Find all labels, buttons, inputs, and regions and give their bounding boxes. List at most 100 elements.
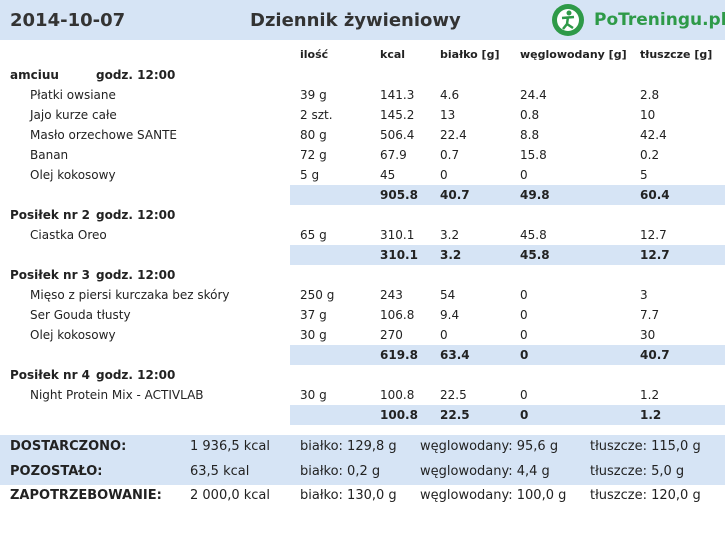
food-value: 42.4 bbox=[640, 128, 667, 142]
meal-name: Posiłek nr 4 bbox=[10, 368, 91, 382]
food-value: 39 g bbox=[300, 88, 327, 102]
food-value: 100.8 bbox=[380, 388, 415, 402]
food-name: Night Protein Mix - ACTIVLAB bbox=[30, 388, 204, 402]
food-name: Płatki owsiane bbox=[30, 88, 116, 102]
food-name: Banan bbox=[30, 148, 69, 162]
food-name: Mięso z piersi kurczaka bez skóry bbox=[30, 288, 230, 302]
summary-label: POZOSTAŁO: bbox=[10, 463, 103, 479]
food-value: 22.4 bbox=[440, 128, 467, 142]
meal-time: godz. 12:00 bbox=[96, 268, 176, 282]
meal-total: 905.8 bbox=[380, 188, 418, 202]
totals-band bbox=[290, 345, 725, 365]
meal-total: 1.2 bbox=[640, 408, 662, 422]
meal-time: godz. 12:00 bbox=[96, 368, 176, 382]
food-value: 270 bbox=[380, 328, 403, 342]
column-header: węglowodany [g] bbox=[520, 48, 627, 61]
column-header: tłuszcze [g] bbox=[640, 48, 713, 61]
meal-total: 310.1 bbox=[380, 248, 418, 262]
food-value: 9.4 bbox=[440, 308, 460, 322]
food-value: 45.8 bbox=[520, 228, 547, 242]
meal-total: 3.2 bbox=[440, 248, 462, 262]
meal-name: Posiłek nr 2 bbox=[10, 208, 91, 222]
logo-text: PoTreningu.pl bbox=[594, 10, 725, 30]
meal-total: 40.7 bbox=[440, 188, 470, 202]
food-value: 8.8 bbox=[520, 128, 540, 142]
meal-total: 63.4 bbox=[440, 348, 470, 362]
food-value: 54 bbox=[440, 288, 456, 302]
totals-band bbox=[290, 405, 725, 425]
food-name: Jajo kurze całe bbox=[30, 108, 117, 122]
summary-band bbox=[0, 435, 725, 485]
meal-total: 12.7 bbox=[640, 248, 670, 262]
meal-total: 40.7 bbox=[640, 348, 670, 362]
summary-value: białko: 129,8 g bbox=[300, 439, 397, 454]
column-header: ilość bbox=[300, 48, 329, 61]
food-value: 67.9 bbox=[380, 148, 407, 162]
food-value: 65 g bbox=[300, 228, 327, 242]
summary-label: DOSTARCZONO: bbox=[10, 439, 127, 454]
food-value: 0 bbox=[520, 328, 528, 342]
summary-value: tłuszcze: 5,0 g bbox=[590, 463, 685, 479]
food-value: 45 bbox=[380, 168, 396, 182]
food-value: 7.7 bbox=[640, 308, 660, 322]
food-value: 506.4 bbox=[380, 128, 415, 142]
food-value: 243 bbox=[380, 288, 403, 302]
food-value: 145.2 bbox=[380, 108, 415, 122]
food-value: 5 bbox=[640, 168, 648, 182]
food-value: 106.8 bbox=[380, 308, 415, 322]
food-value: 30 bbox=[640, 328, 656, 342]
food-value: 2 szt. bbox=[300, 108, 333, 122]
food-value: 30 g bbox=[300, 328, 327, 342]
meal-name: Posiłek nr 3 bbox=[10, 268, 91, 282]
food-value: 0 bbox=[520, 168, 528, 182]
food-value: 22.5 bbox=[440, 388, 467, 402]
food-value: 12.7 bbox=[640, 228, 667, 242]
summary-value: 2 000,0 kcal bbox=[190, 488, 271, 503]
food-value: 0 bbox=[520, 388, 528, 402]
meal-total: 100.8 bbox=[380, 408, 418, 422]
date: 2014-10-07 bbox=[10, 10, 126, 31]
meal-time: godz. 12:00 bbox=[96, 208, 176, 222]
meal-total: 0 bbox=[520, 408, 529, 422]
food-value: 10 bbox=[640, 108, 656, 122]
food-value: 4.6 bbox=[440, 88, 460, 102]
food-value: 0 bbox=[440, 328, 448, 342]
summary-value: węglowodany: 4,4 g bbox=[420, 463, 550, 479]
summary-value: 1 936,5 kcal bbox=[190, 439, 271, 454]
title: Dziennik żywieniowy bbox=[250, 10, 461, 31]
summary-value: węglowodany: 100,0 g bbox=[420, 488, 567, 503]
food-value: 0 bbox=[520, 288, 528, 302]
meal-total: 619.8 bbox=[380, 348, 418, 362]
food-value: 0 bbox=[440, 168, 448, 182]
food-name: Olej kokosowy bbox=[30, 328, 116, 342]
food-value: 2.8 bbox=[640, 88, 660, 102]
food-name: Masło orzechowe SANTE bbox=[30, 128, 177, 142]
meal-total: 49.8 bbox=[520, 188, 550, 202]
food-value: 80 g bbox=[300, 128, 327, 142]
header-band bbox=[0, 0, 725, 40]
food-value: 0.2 bbox=[640, 148, 660, 162]
food-value: 3.2 bbox=[440, 228, 460, 242]
summary-value: białko: 130,0 g bbox=[300, 488, 397, 503]
meal-total: 60.4 bbox=[640, 188, 670, 202]
food-value: 13 bbox=[440, 108, 456, 122]
totals-band bbox=[290, 185, 725, 205]
meal-total: 22.5 bbox=[440, 408, 470, 422]
meal-name: amciuu bbox=[10, 68, 59, 82]
food-value: 250 g bbox=[300, 288, 335, 302]
food-value: 15.8 bbox=[520, 148, 547, 162]
food-value: 37 g bbox=[300, 308, 327, 322]
food-value: 5 g bbox=[300, 168, 320, 182]
food-value: 0.7 bbox=[440, 148, 460, 162]
summary-value: 63,5 kcal bbox=[190, 463, 250, 479]
food-name: Olej kokosowy bbox=[30, 168, 116, 182]
summary-value: tłuszcze: 120,0 g bbox=[590, 488, 701, 503]
food-value: 3 bbox=[640, 288, 648, 302]
summary-value: białko: 0,2 g bbox=[300, 463, 381, 479]
column-header: białko [g] bbox=[440, 48, 500, 61]
food-value: 310.1 bbox=[380, 228, 415, 242]
summary-value: węglowodany: 95,6 g bbox=[420, 439, 559, 454]
totals-band bbox=[290, 245, 725, 265]
meal-total: 0 bbox=[520, 348, 529, 362]
meal-total: 45.8 bbox=[520, 248, 550, 262]
